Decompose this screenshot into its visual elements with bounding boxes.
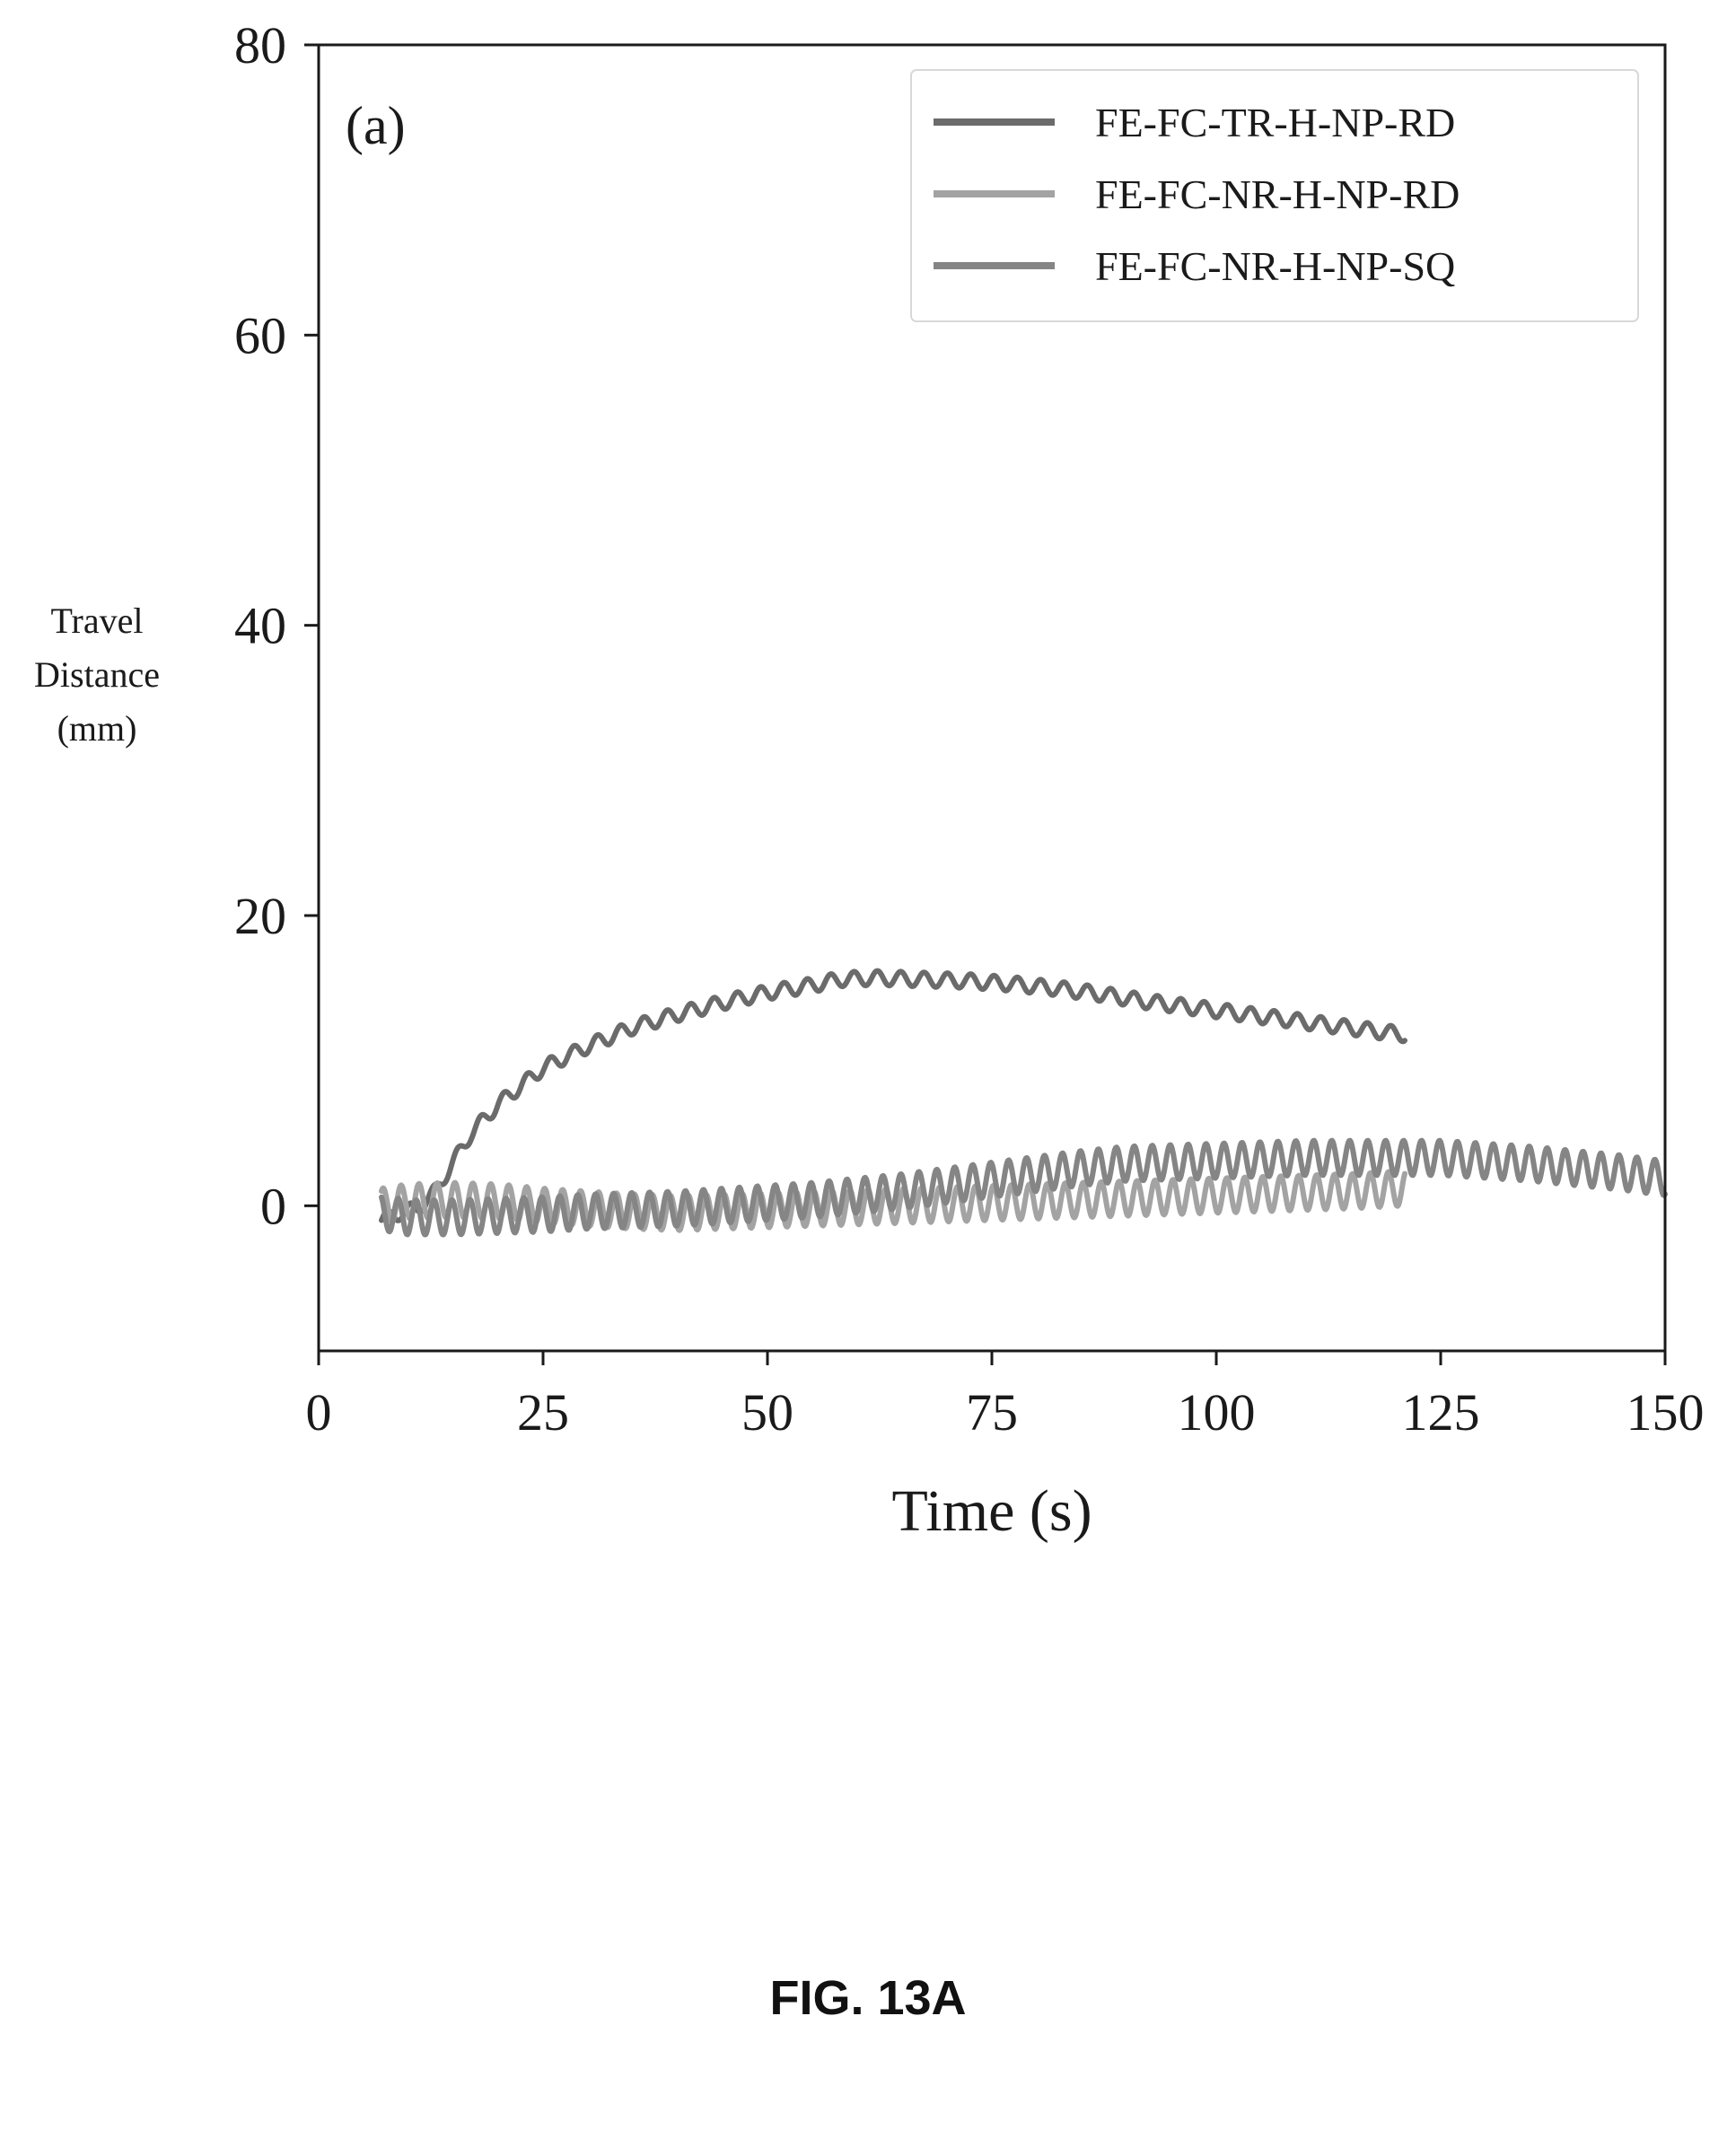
x-tick-label-6: 150	[1626, 1383, 1705, 1442]
series-line-1	[379, 968, 1407, 1223]
x-tick-label-5: 125	[1402, 1383, 1480, 1442]
x-tick-label-1: 25	[517, 1383, 569, 1442]
x-tick-label-3: 75	[966, 1383, 1018, 1442]
x-axis-title: Time (s)	[891, 1478, 1092, 1544]
y-tick-label-2: 40	[234, 597, 286, 655]
y-tick-label-3: 60	[234, 306, 286, 364]
figure-caption: FIG. 13A	[769, 1971, 967, 2025]
y-tick-label-4: 80	[234, 16, 286, 75]
x-tick-label-2: 50	[741, 1383, 793, 1442]
legend: FE-FC-TR-H-NP-RD FE-FC-NR-H-NP-RD FE-FC-NR…	[910, 69, 1639, 322]
x-tick-label-4: 100	[1178, 1383, 1256, 1442]
x-tick-label-0: 0	[306, 1383, 332, 1442]
series-layer	[379, 968, 1668, 1238]
y-axis-title-line-3: (mm)	[57, 708, 137, 749]
panel-label: (a)	[346, 96, 406, 155]
chart-svg: 0 25 50 75 100 125 150 0 20 40 60 80 (a) Time (s) T…	[34, 16, 1705, 1544]
axis-ticks: 0 25 50 75 100 125 150 0 20 40 60 80	[234, 16, 1705, 1442]
y-axis-title-line-1: Travel	[51, 600, 144, 641]
y-axis-title-line-2: Distance	[34, 654, 160, 695]
legend-label-1: FE-FC-TR-H-NP-RD	[1095, 100, 1455, 145]
y-tick-label-0: 0	[260, 1177, 286, 1235]
series-line-3	[379, 1137, 1668, 1238]
legend-label-2: FE-FC-NR-H-NP-RD	[1095, 171, 1460, 217]
legend-label-3: FE-FC-NR-H-NP-SQ	[1095, 243, 1455, 289]
legend-box	[910, 69, 1639, 322]
y-tick-label-1: 20	[234, 887, 286, 945]
